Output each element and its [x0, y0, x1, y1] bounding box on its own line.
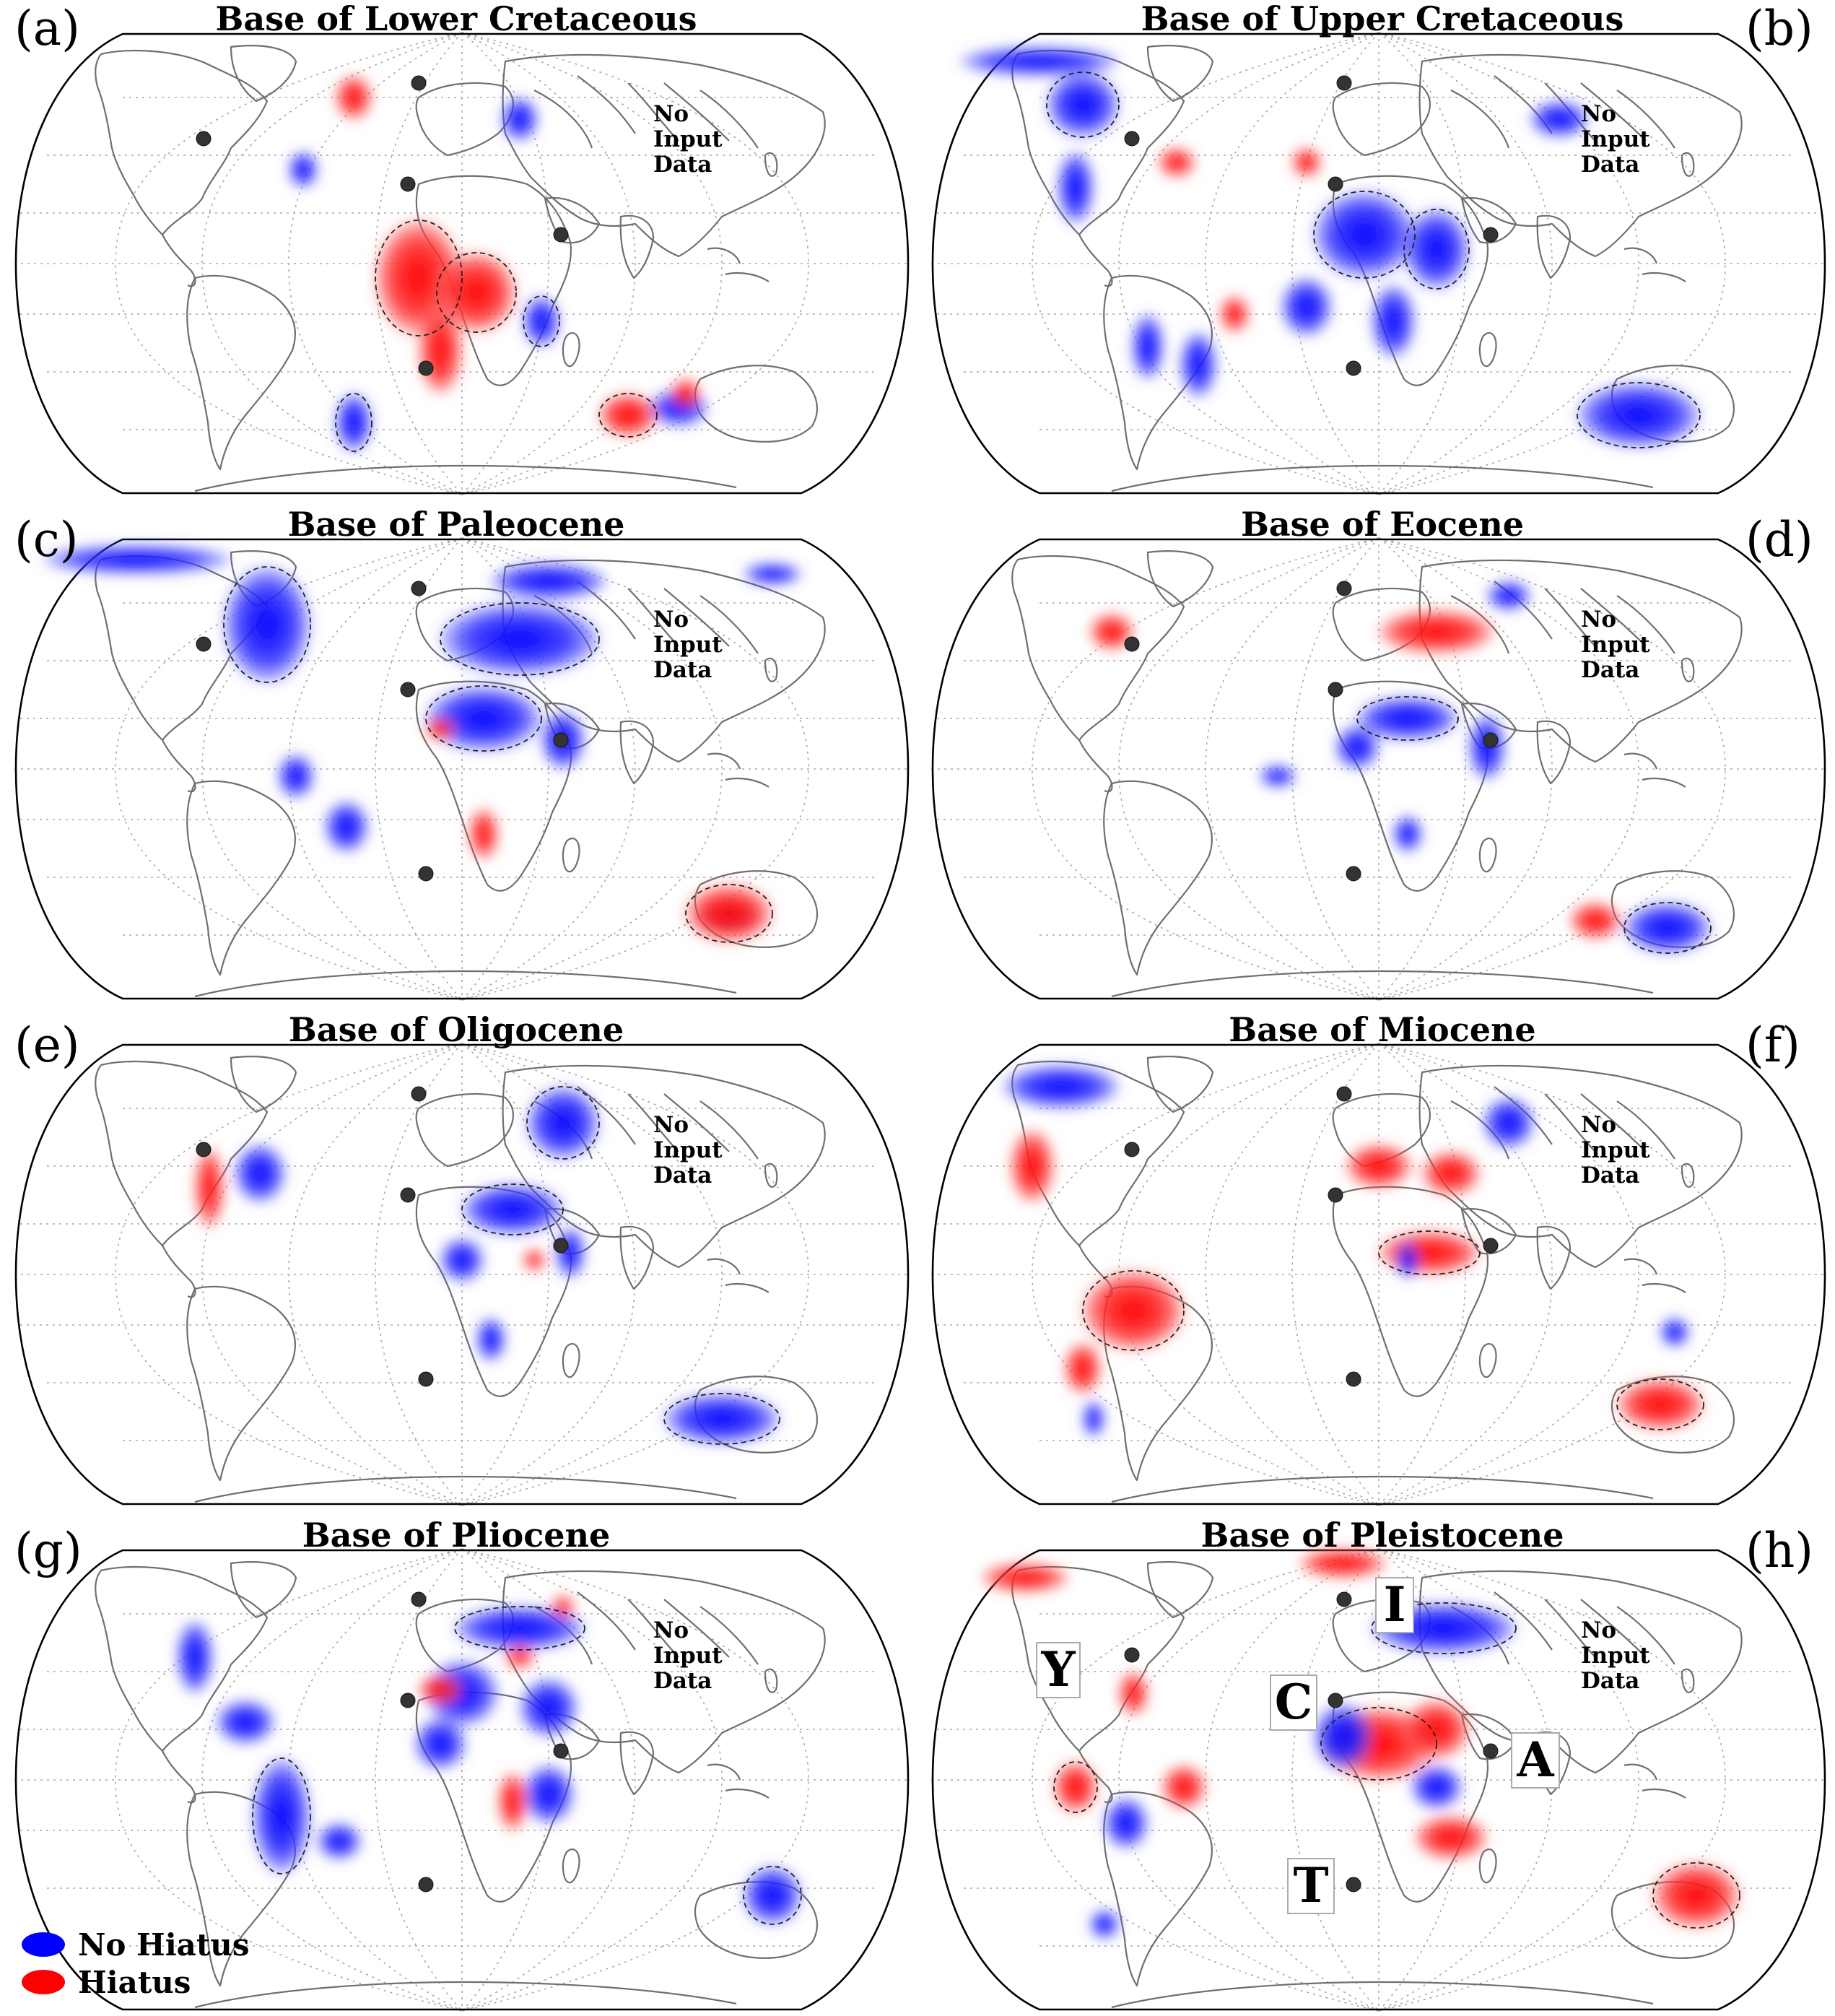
panel-h-title: Base of Pleistocene [1201, 1516, 1564, 1555]
svg-text:Input: Input [653, 632, 723, 658]
legend-swatch-no-hiatus [22, 1932, 65, 1957]
svg-text:Data: Data [653, 152, 712, 178]
panel-h-letter: (h) [1745, 1523, 1813, 1578]
svg-text:Data: Data [1581, 152, 1639, 178]
svg-text:No: No [1581, 1617, 1616, 1643]
marker-t: T [1287, 1857, 1335, 1914]
marker-i: I [1375, 1576, 1414, 1633]
no-input-e: No Input Data [653, 1112, 723, 1189]
panel-c-letter: (c) [14, 512, 78, 568]
marker-a: A [1511, 1732, 1560, 1789]
legend: No Hiatus Hiatus [22, 1927, 249, 2000]
svg-text:Input: Input [653, 126, 723, 152]
svg-text:Data: Data [1581, 1163, 1639, 1189]
panel-g [13, 1547, 911, 2012]
svg-text:A: A [1516, 1732, 1554, 1788]
panel-a-title: Base of Lower Cretaceous [216, 0, 697, 38]
svg-text:Input: Input [653, 1643, 723, 1669]
svg-text:Data: Data [653, 1163, 712, 1189]
panel-d [930, 536, 1828, 1002]
panel-a-letter: (a) [14, 1, 80, 56]
legend-label-hiatus: Hiatus [78, 1965, 191, 2000]
svg-text:Data: Data [1581, 657, 1639, 683]
panel-d-title: Base of Eocene [1241, 505, 1524, 544]
legend-swatch-hiatus [22, 1970, 65, 1994]
svg-text:Data: Data [1581, 1668, 1639, 1694]
svg-text:Input: Input [1581, 1643, 1650, 1669]
svg-text:No: No [653, 1112, 689, 1138]
svg-text:No: No [1581, 607, 1616, 633]
panel-e [13, 1042, 911, 1507]
svg-text:No: No [1581, 1112, 1616, 1138]
no-input-h: No Input Data [1581, 1617, 1650, 1694]
svg-text:Y: Y [1040, 1641, 1076, 1698]
svg-text:No: No [653, 1617, 689, 1643]
no-input-a: No Input Data [653, 101, 723, 178]
panel-c [13, 536, 911, 1002]
no-input-b: No Input Data [1581, 101, 1650, 178]
legend-label-no-hiatus: No Hiatus [78, 1927, 249, 1963]
panel-h [930, 1547, 1828, 2012]
panel-b [930, 31, 1828, 496]
panel-g-letter: (g) [14, 1523, 82, 1578]
marker-c: C [1270, 1674, 1317, 1731]
panel-f-title: Base of Miocene [1229, 1010, 1535, 1049]
svg-text:C: C [1275, 1674, 1313, 1730]
svg-text:No: No [1581, 101, 1616, 127]
no-input-d: No Input Data [1581, 607, 1650, 683]
marker-y: Y [1036, 1641, 1081, 1698]
svg-text:Data: Data [653, 1668, 712, 1694]
svg-text:Input: Input [1581, 632, 1650, 658]
svg-text:No: No [653, 607, 689, 633]
svg-text:I: I [1384, 1576, 1406, 1633]
svg-text:Input: Input [1581, 126, 1650, 152]
svg-text:Input: Input [653, 1137, 723, 1163]
panel-b-letter: (b) [1745, 1, 1813, 56]
no-input-g: No Input Data [653, 1617, 723, 1694]
panel-f [930, 1042, 1828, 1507]
svg-text:T: T [1293, 1857, 1328, 1913]
no-input-f: No Input Data [1581, 1112, 1650, 1189]
no-input-c: No Input Data [653, 607, 723, 683]
svg-text:Data: Data [653, 657, 712, 683]
panel-b-title: Base of Upper Cretaceous [1141, 0, 1624, 38]
panel-e-letter: (e) [14, 1017, 80, 1073]
panel-g-title: Base of Pliocene [302, 1516, 611, 1555]
panel-a [13, 31, 911, 496]
panel-f-letter: (f) [1745, 1017, 1800, 1073]
panel-e-title: Base of Oligocene [289, 1010, 624, 1049]
panel-c-title: Base of Paleocene [288, 505, 625, 544]
svg-text:No: No [653, 101, 689, 127]
panel-d-letter: (d) [1745, 512, 1813, 568]
svg-text:Input: Input [1581, 1137, 1650, 1163]
